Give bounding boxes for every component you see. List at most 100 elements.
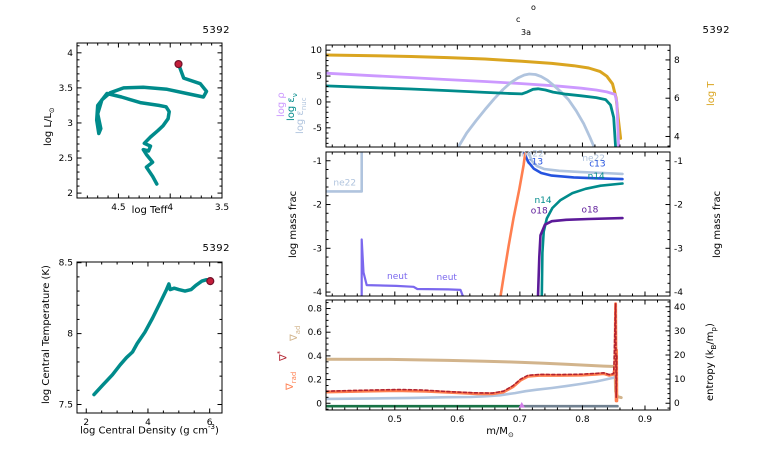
tick-label: -1 xyxy=(313,157,322,167)
tick-label: 3 xyxy=(67,119,73,129)
gradients-chart: 0.5 0.6 0.7 0.8 0.9 0 0.2 0.4 0.6 0.8 0 10 20 30 40 xyxy=(308,299,686,425)
series-grad-star xyxy=(326,303,618,399)
curve-label-o18: o18 xyxy=(531,206,548,216)
entropy-axis-label: entropy (kB/mp) xyxy=(705,323,718,401)
tick-label: 5 xyxy=(316,72,322,82)
tick-label: 8 xyxy=(67,330,73,340)
tick-label: 0.6 xyxy=(308,328,323,338)
tick-label: -1 xyxy=(674,157,683,167)
tick-label: 0.7 xyxy=(513,415,527,425)
tick-label: 4.5 xyxy=(111,203,125,213)
curve-label-neut: neut xyxy=(387,272,408,282)
tick-label: 4 xyxy=(167,203,173,213)
profile-model-number: 5392 xyxy=(702,25,730,36)
log-eps-nuc-axis-label: log εnuc xyxy=(295,97,308,134)
tick-label: 40 xyxy=(674,303,686,313)
grad-star-axis-label: ∇* xyxy=(276,350,290,361)
series-log-rho xyxy=(326,71,621,147)
tick-label: 0.8 xyxy=(308,305,323,315)
tick-label: 6 xyxy=(207,418,213,428)
curve-label-c13: c13 xyxy=(589,159,605,169)
series-trho-track xyxy=(92,277,212,397)
tick-label: 8 xyxy=(674,56,680,66)
hr-x-axis-label: log Teff xyxy=(131,205,168,216)
tick-label: 0 xyxy=(674,399,680,409)
tick-label: 0.9 xyxy=(638,415,653,425)
tick-label: -3 xyxy=(674,244,683,254)
tick-label: 4 xyxy=(67,49,73,59)
tick-label: 4 xyxy=(145,418,151,428)
tick-label: 0.6 xyxy=(450,415,465,425)
tick-label: -4 xyxy=(674,288,683,298)
curve-label-neut: neut xyxy=(436,273,457,283)
hr-diagram-chart: 4.5 4 3.5 2 2.5 3 3.5 4 xyxy=(59,42,229,213)
series-log-eps-nu xyxy=(326,84,617,147)
curve-label-ne22: ne22 xyxy=(333,178,356,188)
central-trho-chart: 2 4 6 7.5 8 8.5 xyxy=(59,259,223,428)
series-layer xyxy=(326,152,624,296)
series-neut xyxy=(360,238,465,296)
tick-label: -5 xyxy=(313,124,322,134)
tick-label: -2 xyxy=(674,201,683,211)
current-model-marker xyxy=(206,277,215,286)
tick-label: 0.5 xyxy=(388,415,402,425)
curve-label-ne22: ne22 xyxy=(521,149,544,159)
tick-label: 10 xyxy=(311,46,323,56)
series-layer xyxy=(326,302,623,408)
series-c13 xyxy=(522,152,624,181)
tick-label: 2.5 xyxy=(59,154,73,164)
curve-label-n14: n14 xyxy=(534,196,551,206)
burn-marker-o: o xyxy=(531,3,536,12)
tick-label: -3 xyxy=(313,244,322,254)
grad-ad-axis-label: ∇ad xyxy=(289,325,302,341)
trho-model-number: 5392 xyxy=(202,243,230,254)
curve-label-o18: o18 xyxy=(581,205,598,215)
series-log-eps-nuc xyxy=(456,72,596,147)
series-ne22 xyxy=(526,152,624,176)
series-layer xyxy=(92,277,212,397)
tick-label: 30 xyxy=(674,327,686,337)
grad-rad-axis-label: ∇rad xyxy=(285,371,298,390)
burn-marker-c: c xyxy=(516,15,521,24)
series-burn-front xyxy=(499,152,527,296)
profile-chart: 10 5 0 -5 8 6 4 xyxy=(311,44,680,148)
tick-label: -4 xyxy=(313,288,322,298)
series-hr-track xyxy=(94,62,209,186)
tick-label: 4 xyxy=(674,132,680,142)
mass-frac-right-axis-label: log mass frac xyxy=(712,190,723,258)
trho-x-axis-label: log Central Density (g cm-3) xyxy=(80,423,219,437)
series-ne22 xyxy=(326,152,364,193)
series-n14 xyxy=(540,182,624,296)
curve-label-c13: c13 xyxy=(527,157,543,167)
tick-label: 6 xyxy=(674,94,680,104)
tick-label: 10 xyxy=(674,375,686,385)
tick-label: 7.5 xyxy=(59,400,73,410)
tick-label: 0.8 xyxy=(575,415,590,425)
burn-marker-3a: 3a xyxy=(521,28,531,37)
series-layer xyxy=(94,62,209,186)
series-layer xyxy=(326,53,623,147)
marker-triangle xyxy=(518,401,525,408)
plot-border xyxy=(76,261,223,414)
tick-label: 3.5 xyxy=(215,203,229,213)
tick-label: 0.2 xyxy=(308,376,322,386)
plot-border xyxy=(325,44,671,148)
log-t-axis-label: log T xyxy=(706,81,717,106)
tick-label: 0 xyxy=(316,399,322,409)
hr-y-axis-label: log L/L⊙ xyxy=(43,107,56,146)
tick-label: 20 xyxy=(674,351,686,361)
tick-label: 2 xyxy=(83,418,89,428)
tick-label: 0.4 xyxy=(308,352,323,362)
plot-border xyxy=(325,151,671,297)
curve-label-n14: n14 xyxy=(588,172,605,182)
tick-label: 3.5 xyxy=(59,84,73,94)
tick-label: -2 xyxy=(313,201,322,211)
m-x-axis-label: m/M⊙ xyxy=(486,426,514,439)
tick-label: 0 xyxy=(316,98,322,108)
mass-frac-left-axis-label: log mass frac xyxy=(288,190,299,258)
tick-label: 8.5 xyxy=(59,259,73,269)
tick-label: 2 xyxy=(67,189,73,199)
current-model-marker xyxy=(174,59,183,69)
